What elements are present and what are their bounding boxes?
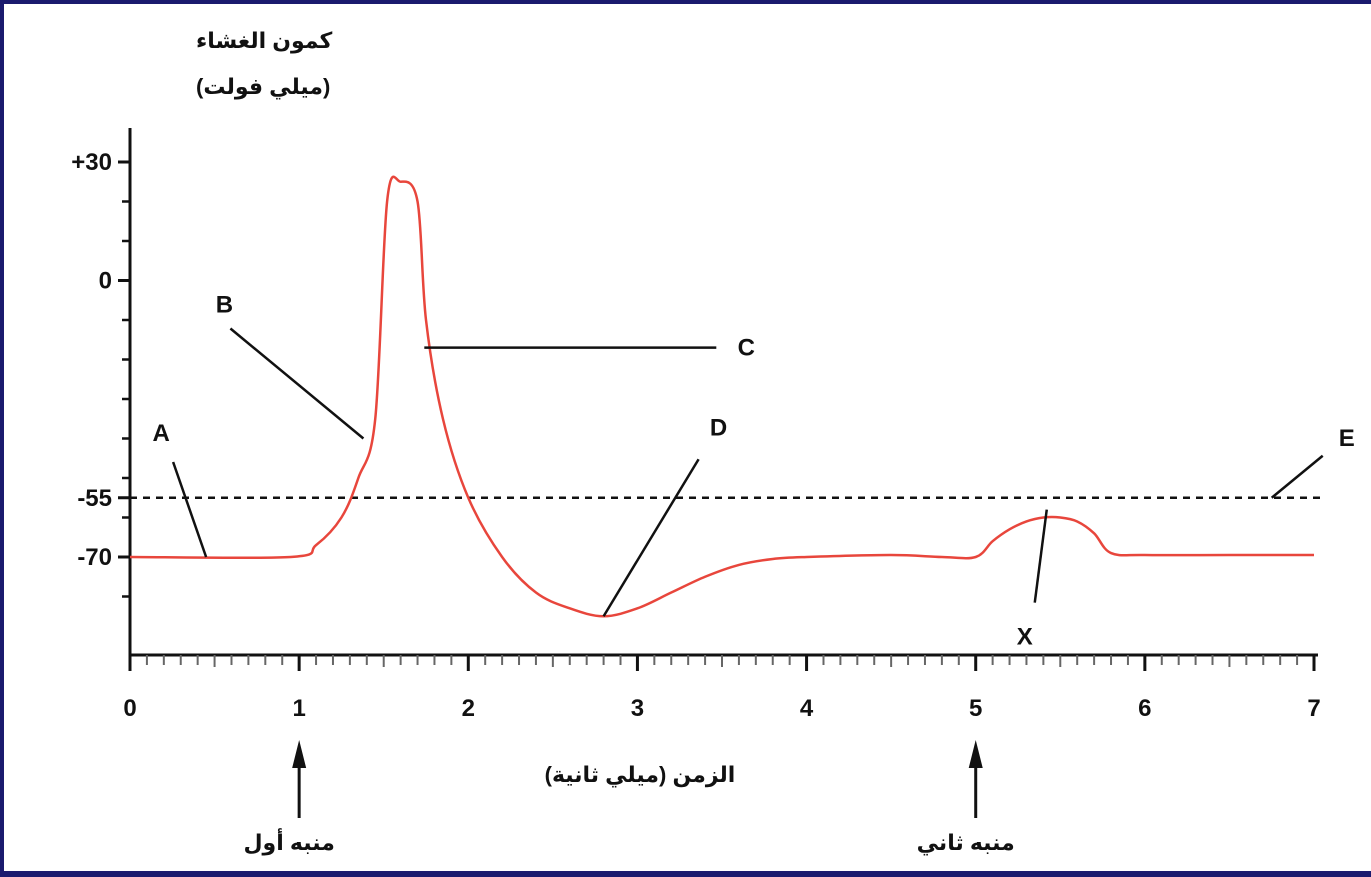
annotation-label-e: E: [1339, 425, 1355, 452]
x-tick-label: 3: [631, 695, 644, 722]
annotation-label-x: X: [1017, 624, 1033, 651]
y-axis-ticks: [118, 160, 130, 598]
x-tick-label: 0: [123, 695, 136, 722]
annotation-leader-a: [171, 461, 208, 558]
y-tick-label: -55: [77, 485, 112, 512]
x-axis-ticks: [128, 655, 1316, 671]
annotation-leader-e: [1270, 454, 1324, 499]
stimulus-label: منبه أول: [243, 827, 334, 856]
x-tick-label: 2: [462, 695, 475, 722]
annotation-label-a: A: [152, 420, 169, 447]
y-axis-label-line1: كمون الغشاء: [196, 28, 333, 54]
annotation-label-d: D: [710, 414, 727, 441]
stimuli-markers: منبه أول منبه ثاني: [243, 740, 1015, 856]
y-tick-label: 0: [99, 268, 112, 295]
annotations: A B C D E X: [152, 292, 1354, 651]
x-tick-label: 7: [1307, 695, 1320, 722]
annotation-leader-b: [229, 327, 365, 440]
annotation-leader-x: [1033, 509, 1048, 603]
y-axis-tick-labels: +30 0 -55 -70: [71, 149, 112, 571]
stimulus-arrow-head: [968, 740, 983, 768]
y-tick-label: -70: [77, 544, 112, 571]
membrane-potential-curve: [129, 175, 1314, 618]
annotation-label-b: B: [216, 292, 233, 319]
stimulus-label: منبه ثاني: [917, 830, 1015, 856]
stimulus-arrow-head: [292, 740, 307, 768]
y-axis-label-line2: (ميلي فولت): [196, 74, 330, 100]
x-tick-label: 6: [1138, 695, 1151, 722]
annotation-leader-d: [602, 458, 700, 617]
annotation-label-c: C: [738, 335, 755, 362]
y-tick-label: +30: [71, 149, 112, 176]
x-axis-label: الزمن (ميلي ثانية): [545, 762, 736, 788]
x-axis-tick-labels: 0 1 2 3 4 5 6 7: [123, 695, 1320, 722]
x-tick-label: 1: [292, 695, 305, 722]
x-tick-label: 5: [969, 695, 982, 722]
x-tick-label: 4: [800, 695, 814, 722]
